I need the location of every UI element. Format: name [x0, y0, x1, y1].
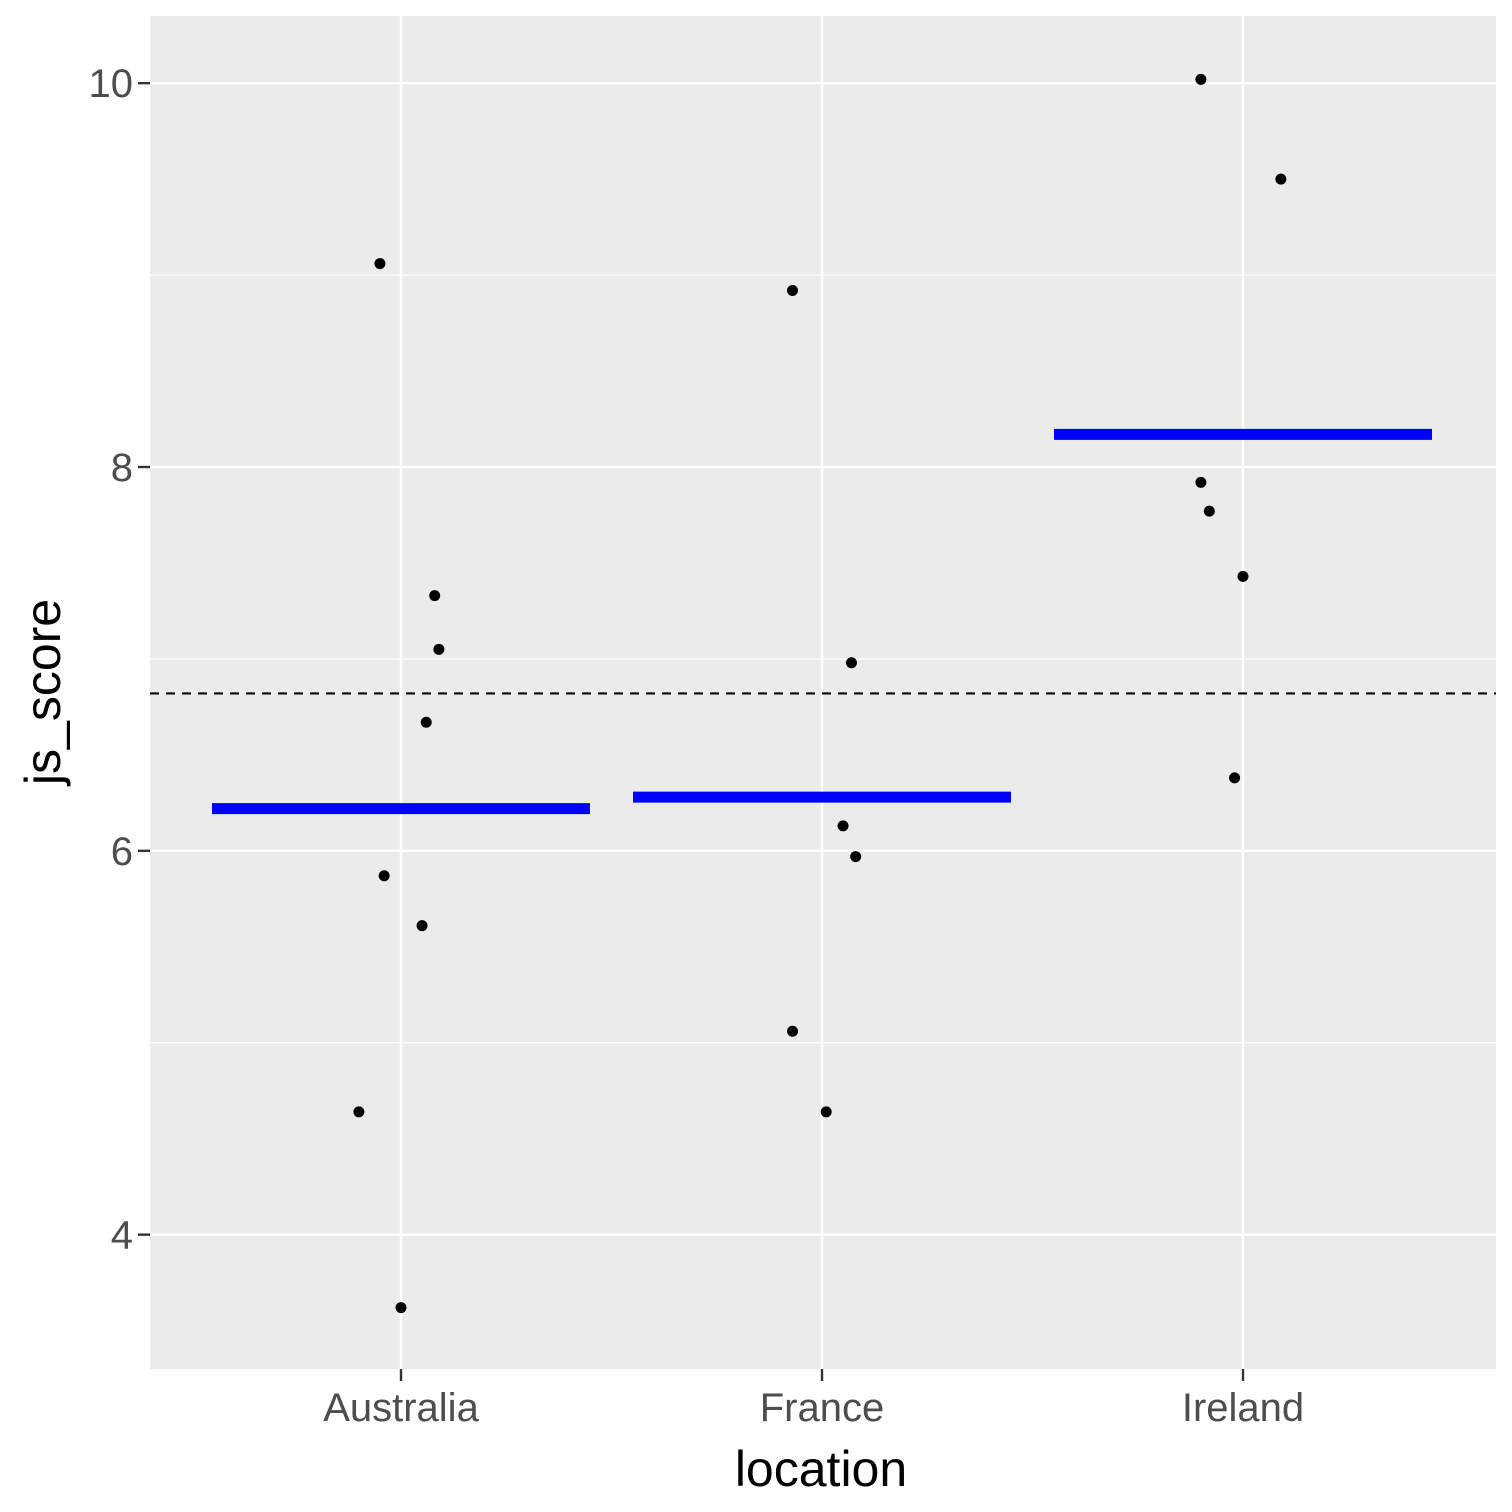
data-point	[1229, 772, 1241, 784]
data-point	[429, 590, 441, 602]
data-point	[374, 258, 386, 270]
data-point	[1195, 73, 1207, 85]
data-point	[395, 1302, 407, 1314]
x-tick-label: Australia	[323, 1386, 479, 1430]
data-point	[1203, 505, 1215, 517]
x-tick-label: France	[760, 1386, 885, 1430]
data-point	[1275, 173, 1287, 185]
data-point	[353, 1106, 365, 1118]
y-axis-ticks: 4 6 8 10	[89, 62, 150, 1258]
y-axis-title: js_score	[15, 599, 71, 787]
x-axis-title: location	[735, 1441, 907, 1497]
data-point	[1195, 476, 1207, 488]
y-tick-label: 10	[89, 62, 134, 106]
data-point	[420, 716, 432, 728]
data-point	[433, 643, 445, 655]
data-point	[378, 870, 390, 882]
data-point	[416, 920, 428, 932]
y-tick-label: 6	[111, 830, 133, 874]
x-axis-ticks: Australia France Ireland	[323, 1369, 1304, 1430]
group-mean-bars	[212, 428, 1432, 815]
data-points	[353, 73, 1287, 1314]
data-point	[787, 284, 799, 296]
data-point	[1237, 570, 1249, 582]
y-tick-label: 4	[111, 1214, 133, 1258]
data-point	[820, 1106, 832, 1118]
data-point	[837, 820, 849, 832]
data-point	[845, 657, 857, 669]
x-tick-label: Ireland	[1182, 1386, 1304, 1430]
data-point	[850, 851, 862, 863]
y-tick-label: 8	[111, 446, 133, 490]
data-point	[787, 1025, 799, 1037]
